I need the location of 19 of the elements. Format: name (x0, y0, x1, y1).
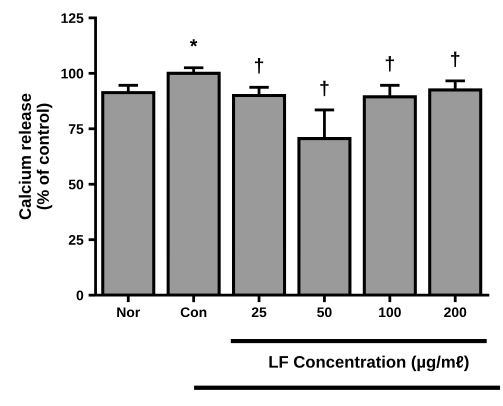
y-tick-label: 75 (68, 124, 84, 134)
x-tick-label: 50 (317, 307, 332, 318)
y-tick-label: 50 (68, 180, 84, 190)
y-axis-title: Calcium release (% of control) (18, 94, 52, 220)
annotation: † (320, 80, 329, 96)
y-tick-label: 25 (68, 235, 84, 245)
annotation: * (190, 39, 198, 46)
y-tick-label: 0 (76, 290, 84, 300)
x-axis-title: LF Concentration (µg/mℓ) (269, 356, 469, 372)
x-tick-label: 100 (379, 307, 401, 318)
x-tick-label: Con (180, 307, 206, 318)
annotation: † (386, 56, 394, 72)
annotation: † (451, 52, 460, 68)
y-tick-label: 100 (61, 68, 84, 78)
y-tick-label: 125 (61, 13, 84, 24)
annotation: † (254, 58, 264, 74)
x-tick-label: Nor (117, 307, 140, 318)
x-tick-label: 25 (252, 307, 266, 318)
x-tick-label: 200 (444, 307, 466, 318)
